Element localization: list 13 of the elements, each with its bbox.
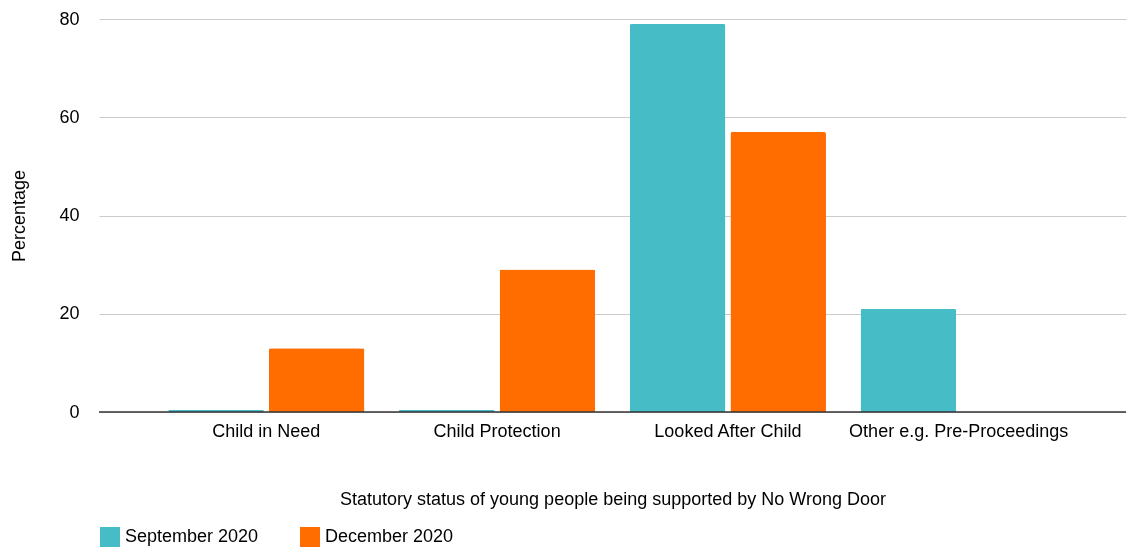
x-tick-label: Child in Need xyxy=(212,420,321,441)
x-tick-label: Other e.g. Pre-Proceedings xyxy=(849,420,1069,441)
x-axis-title: Statutory status of young people being supported by No Wrong Door xyxy=(339,488,887,509)
y-tick-label: 20 xyxy=(59,303,80,324)
y-tick-label: 0 xyxy=(69,401,80,422)
legend-label: September 2020 xyxy=(125,526,259,546)
y-tick-label: 60 xyxy=(59,106,80,127)
y-tick-label: 80 xyxy=(59,8,80,29)
y-axis-title: Percentage xyxy=(9,169,30,263)
x-tick-label: Child Protection xyxy=(433,420,561,441)
legend-label: December 2020 xyxy=(325,526,454,546)
x-tick-label: Looked After Child xyxy=(654,420,802,441)
y-tick-label: 40 xyxy=(59,205,80,225)
